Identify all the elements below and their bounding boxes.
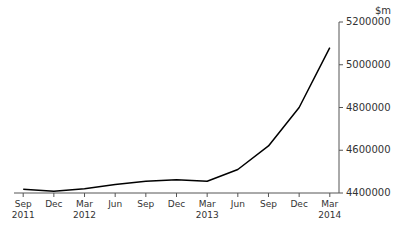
x-tick-label: Dec [290,199,307,209]
plot-area [23,48,330,192]
y-tick [339,150,343,151]
x-tick [268,193,269,197]
x-tick [299,193,300,197]
y-tick-label: 4800000 [346,102,391,113]
x-tick-label: Sep [137,199,154,209]
x-tick-label: Mar2014 [318,199,341,220]
y-tick [339,64,343,65]
y-tick [339,193,343,194]
x-tick-label: Mar2013 [196,199,219,220]
x-tick [329,193,330,197]
chart: 4400000 4600000 4800000 5000000 5200000$m Sep… [0,0,397,227]
line [23,48,330,192]
x-tick [237,193,238,197]
x-tick [23,193,24,197]
y-tick [339,107,343,108]
y-tick-label: 5200000 [346,16,391,27]
x-tick-label: Jun [107,199,122,209]
y-tick [339,22,343,23]
x-tick-label: Dec [168,199,185,209]
x-tick-label: Jun [230,199,245,209]
x-tick-label: Dec [45,199,62,209]
y-tick-label: 4400000 [346,187,391,198]
x-tick-label: Sep [260,199,277,209]
x-tick-label: Mar2012 [73,199,96,220]
y-axis-label: $m [375,5,391,16]
x-tick [115,193,116,197]
x-tick [53,193,54,197]
x-tick [145,193,146,197]
y-tick-label: 5000000 [346,59,391,70]
y-tick-label: 4600000 [346,144,391,155]
x-tick [84,193,85,197]
x-tick [207,193,208,197]
x-tick-label: Sep2011 [12,199,35,220]
x-tick [176,193,177,197]
